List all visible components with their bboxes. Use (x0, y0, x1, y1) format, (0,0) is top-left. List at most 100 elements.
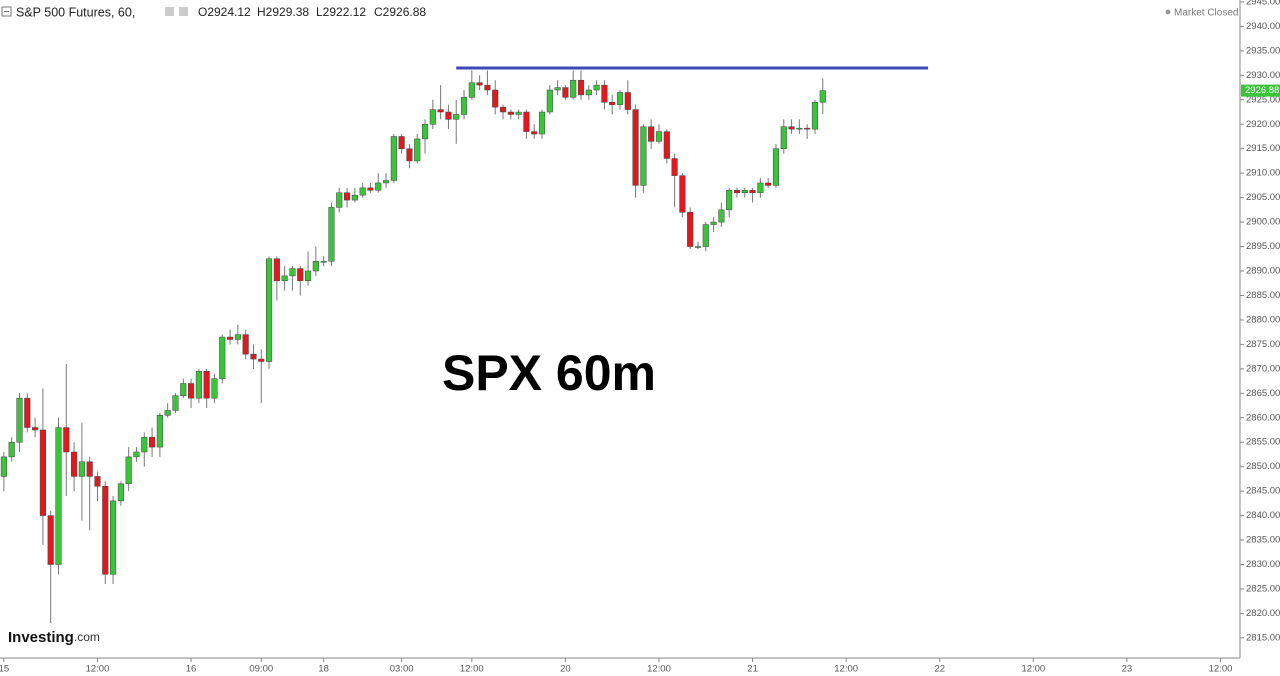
candle-body (242, 334, 249, 355)
market-status: Market Closed (1174, 8, 1238, 19)
collapse-icon[interactable] (1, 6, 12, 17)
candle-body (499, 106, 507, 113)
candle-body (702, 224, 709, 247)
y-tick-label: 2815.00 (1246, 632, 1280, 643)
candle-body (343, 192, 351, 201)
candle-body (414, 138, 421, 162)
ohlc-high: H2929.38 (257, 5, 309, 19)
y-tick-label: 2870.00 (1246, 363, 1280, 374)
candle-body (663, 131, 670, 159)
candle-body (710, 221, 717, 225)
candle-body (780, 126, 787, 149)
candle-body (16, 397, 23, 443)
candle-body (788, 126, 795, 130)
toolbar-icon[interactable] (179, 7, 188, 16)
x-tick-label: 15 (0, 664, 9, 675)
candle-body (8, 441, 15, 458)
candle-body (601, 84, 608, 103)
candle-body (460, 97, 468, 115)
candle-body (609, 101, 616, 105)
candle-body (687, 212, 694, 247)
candle-body (195, 371, 202, 399)
candle-body (351, 194, 358, 201)
y-tick-label: 2910.00 (1246, 168, 1280, 179)
toolbar-icon[interactable] (165, 7, 174, 16)
candle-body (733, 190, 741, 193)
candle-body (71, 451, 78, 477)
candle-body (468, 82, 475, 98)
candle-body (616, 92, 624, 105)
candle-body (507, 111, 514, 115)
candle-body (102, 485, 109, 575)
candle-body (453, 114, 460, 120)
y-tick-label: 2860.00 (1246, 412, 1280, 423)
candle-body (772, 148, 780, 186)
y-tick-label: 2830.00 (1246, 559, 1280, 570)
candle-body (804, 127, 811, 130)
candle-body (0, 456, 7, 477)
y-tick-label: 2895.00 (1246, 241, 1280, 252)
candle-body (749, 190, 756, 193)
candle-body (554, 87, 561, 91)
candle-body (437, 109, 444, 113)
annotation: SPX 60m (442, 345, 656, 401)
status-dot (1165, 9, 1171, 15)
x-tick-label: 12:00 (1021, 664, 1045, 675)
x-tick-label: 03:00 (390, 664, 414, 675)
candle-body (679, 175, 686, 213)
x-tick-label: 12:00 (647, 664, 671, 675)
candle-body (390, 136, 397, 181)
candle-body (336, 192, 343, 208)
candle-body (281, 275, 288, 282)
x-tick-label: 12:00 (460, 664, 484, 675)
candle-body (819, 90, 826, 103)
candle-body (227, 336, 234, 340)
candle-body (757, 182, 764, 193)
candle-body (655, 131, 663, 142)
candle-body (211, 378, 218, 399)
candle-body (24, 397, 31, 428)
candle-body (726, 190, 733, 211)
candle-body (258, 358, 265, 362)
x-tick-label: 22 (934, 664, 945, 675)
y-tick-label: 2885.00 (1246, 290, 1280, 301)
y-tick-label: 2905.00 (1246, 192, 1280, 203)
candle-body (445, 111, 452, 120)
candle-body (110, 500, 117, 575)
candle-body (273, 258, 280, 282)
candle-body (234, 334, 241, 340)
candle-body (39, 429, 46, 516)
candle-body (312, 260, 319, 272)
y-tick-label: 2825.00 (1246, 583, 1280, 594)
candle-body (180, 383, 187, 396)
candle-body (172, 395, 179, 411)
candle-body (149, 437, 156, 448)
candle-body (47, 515, 54, 565)
candle-body (562, 87, 569, 98)
x-tick-label: 21 (747, 664, 758, 675)
candle-body (406, 148, 413, 162)
candle-body (219, 336, 226, 379)
last-price-label: 2926.88 (1245, 85, 1279, 96)
candle-body (297, 268, 304, 282)
candle-body (250, 353, 257, 360)
candle-body (367, 187, 374, 191)
candle-body (141, 437, 148, 453)
ohlc-close: C2926.88 (374, 5, 426, 19)
y-tick-label: 2820.00 (1246, 608, 1280, 619)
candle-body (671, 158, 678, 176)
candle-body (265, 258, 273, 362)
candle-body (421, 123, 429, 140)
candle-body (55, 427, 62, 565)
candle-body (429, 109, 436, 125)
y-tick-label: 2855.00 (1246, 437, 1280, 448)
candle-body (765, 182, 772, 186)
candle-body (78, 461, 85, 477)
y-tick-label: 2945.00 (1246, 0, 1280, 7)
candle-body (133, 451, 140, 458)
candle-body (398, 136, 405, 149)
x-tick-label: 12:00 (86, 664, 110, 675)
candle-body (476, 82, 483, 86)
logo-main: Investing (8, 629, 74, 646)
